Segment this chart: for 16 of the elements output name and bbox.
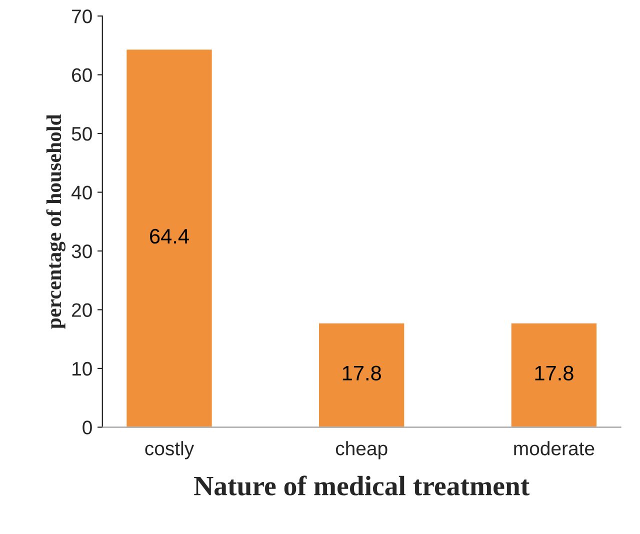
y-tick-label: 10 [72, 362, 92, 376]
x-tick-label: moderate [514, 441, 594, 456]
data-label: 17.8 [535, 366, 574, 381]
x-tick-label: cheap [336, 441, 388, 460]
x-axis-title: Nature of medical treatment [194, 476, 530, 496]
y-tick-label: 50 [72, 126, 92, 141]
data-label: 17.8 [342, 366, 381, 381]
y-tick-label: 30 [72, 244, 92, 258]
y-axis-title: percentage of household [46, 114, 66, 329]
y-tick-label: 0 [82, 420, 92, 434]
y-tick-label: 70 [72, 9, 92, 24]
y-tick-label: 20 [72, 303, 92, 317]
y-tick-label: 60 [72, 68, 92, 82]
y-tick-label: 40 [72, 186, 92, 200]
data-label: 64.4 [150, 228, 189, 244]
x-tick-label: costly [145, 441, 194, 460]
